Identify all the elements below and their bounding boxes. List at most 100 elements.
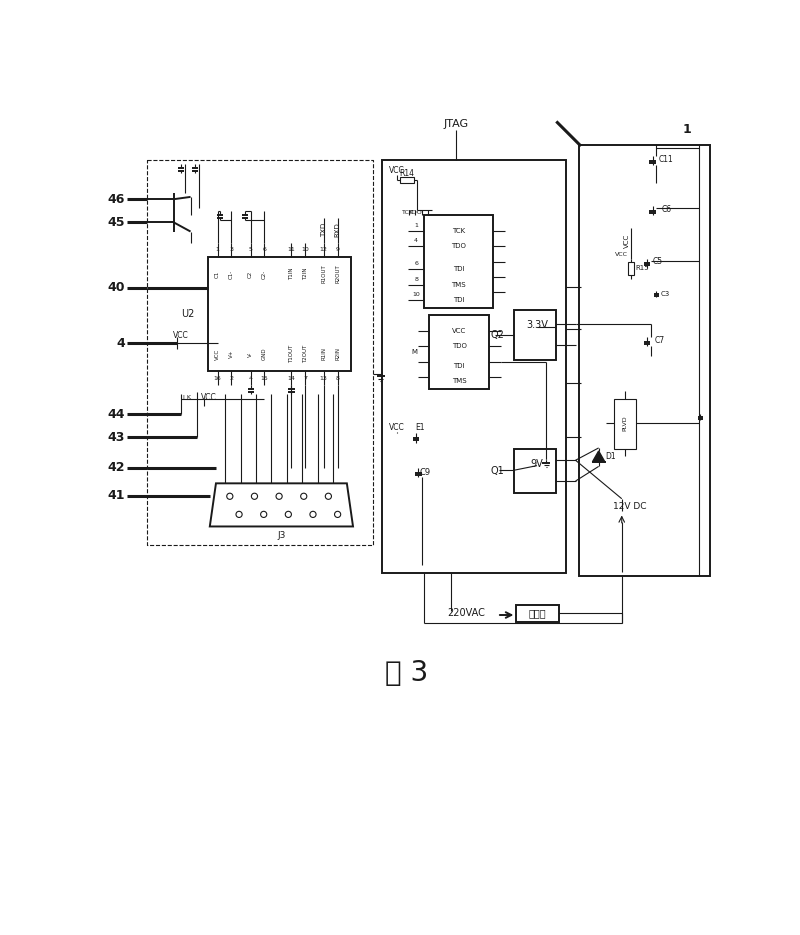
Text: C1-: C1-	[229, 269, 234, 279]
Text: 16: 16	[214, 376, 222, 381]
Text: 45: 45	[107, 216, 125, 229]
Text: 42: 42	[107, 462, 125, 474]
Text: R1OUT: R1OUT	[322, 265, 326, 283]
Bar	[430, 315, 490, 389]
Text: I K: I K	[182, 396, 190, 400]
Text: TCK: TCK	[402, 209, 414, 215]
Text: R15: R15	[636, 265, 650, 271]
Text: 10: 10	[412, 293, 420, 297]
Text: 12V DC: 12V DC	[613, 502, 646, 511]
Text: 220VAC: 220VAC	[447, 608, 485, 618]
Text: VCC: VCC	[215, 349, 220, 360]
Text: VCC: VCC	[389, 166, 405, 175]
Text: E1: E1	[415, 423, 425, 432]
Text: C1: C1	[215, 270, 220, 278]
Text: T2OUT: T2OUT	[302, 345, 308, 363]
Text: R2OUT: R2OUT	[335, 265, 340, 283]
Text: R14: R14	[399, 169, 414, 179]
Text: 变压器: 变压器	[528, 609, 546, 618]
Text: 1: 1	[683, 122, 691, 136]
Text: 9V: 9V	[530, 459, 543, 469]
Text: C3: C3	[661, 291, 670, 297]
Text: C11: C11	[659, 154, 674, 164]
Bar	[516, 605, 558, 622]
Text: C9: C9	[419, 468, 430, 477]
Text: 9: 9	[336, 247, 340, 252]
Text: TDO: TDO	[452, 343, 466, 350]
Text: 1: 1	[414, 223, 418, 228]
Text: 4: 4	[249, 376, 253, 381]
Text: 5: 5	[249, 247, 253, 252]
Text: Q1: Q1	[491, 466, 505, 476]
Text: 7: 7	[303, 376, 307, 381]
Text: TDI: TDI	[453, 297, 464, 303]
Text: TXD: TXD	[321, 223, 326, 237]
Text: 1: 1	[215, 247, 219, 252]
Text: T2IN: T2IN	[302, 267, 308, 280]
Text: 3: 3	[230, 247, 234, 252]
Text: 4: 4	[414, 238, 418, 243]
Bar	[208, 257, 350, 371]
Text: T1IN: T1IN	[289, 267, 294, 280]
Text: 12: 12	[320, 247, 328, 252]
Text: VCC: VCC	[201, 394, 216, 402]
Text: C2: C2	[248, 270, 253, 278]
Text: C2-: C2-	[262, 269, 267, 279]
Text: TCK: TCK	[452, 228, 465, 234]
Bar	[514, 310, 556, 360]
Text: VCC: VCC	[624, 234, 630, 248]
Text: 6: 6	[262, 247, 266, 252]
Text: 3.3V: 3.3V	[526, 321, 548, 330]
Text: 43: 43	[108, 431, 125, 443]
Text: M: M	[412, 349, 418, 355]
Text: JTAG: JTAG	[444, 119, 469, 129]
Text: VCC: VCC	[389, 423, 405, 432]
Text: TDI: TDI	[454, 363, 465, 368]
Text: C5: C5	[653, 257, 663, 266]
Text: 10: 10	[302, 247, 309, 252]
Text: T1OUT: T1OUT	[289, 345, 294, 363]
Bar	[400, 178, 414, 182]
Text: VCC: VCC	[174, 331, 189, 340]
Text: 8: 8	[336, 376, 339, 381]
Text: VCC: VCC	[615, 252, 628, 257]
Text: R2IN: R2IN	[335, 348, 340, 361]
Text: 14: 14	[287, 376, 295, 381]
Text: 13: 13	[320, 376, 328, 381]
Text: TDI: TDI	[453, 266, 464, 272]
Text: V-: V-	[248, 352, 253, 356]
Text: 41: 41	[107, 489, 125, 502]
Text: RXD: RXD	[334, 223, 341, 237]
Text: VCC: VCC	[452, 328, 466, 334]
Text: TDO: TDO	[409, 209, 422, 215]
Text: 6: 6	[414, 262, 418, 266]
Text: 46: 46	[108, 193, 125, 206]
Text: PLVD: PLVD	[622, 415, 627, 431]
Text: D1: D1	[606, 452, 616, 461]
Text: V+: V+	[229, 350, 234, 358]
Text: J3: J3	[278, 531, 286, 540]
Text: Q2: Q2	[491, 330, 505, 340]
Text: 图 3: 图 3	[385, 659, 428, 687]
Text: 2: 2	[230, 376, 234, 381]
Bar	[579, 145, 710, 576]
Text: U2: U2	[181, 309, 194, 319]
Text: 44: 44	[107, 408, 125, 421]
Text: 8: 8	[414, 277, 418, 281]
Text: TDO: TDO	[451, 243, 466, 250]
Text: 15: 15	[261, 376, 268, 381]
Text: 40: 40	[107, 281, 125, 295]
Text: 4: 4	[116, 337, 125, 350]
Text: C6: C6	[662, 205, 671, 214]
Bar	[514, 449, 556, 494]
Bar	[424, 215, 493, 308]
Text: C7: C7	[654, 336, 665, 345]
Text: R1IN: R1IN	[322, 348, 326, 361]
Text: TMS: TMS	[451, 281, 466, 288]
Text: GND: GND	[262, 348, 267, 360]
Polygon shape	[593, 451, 605, 462]
Bar	[628, 262, 634, 276]
Text: 11: 11	[287, 247, 295, 252]
Text: TMS: TMS	[452, 378, 466, 384]
Bar	[614, 398, 636, 449]
